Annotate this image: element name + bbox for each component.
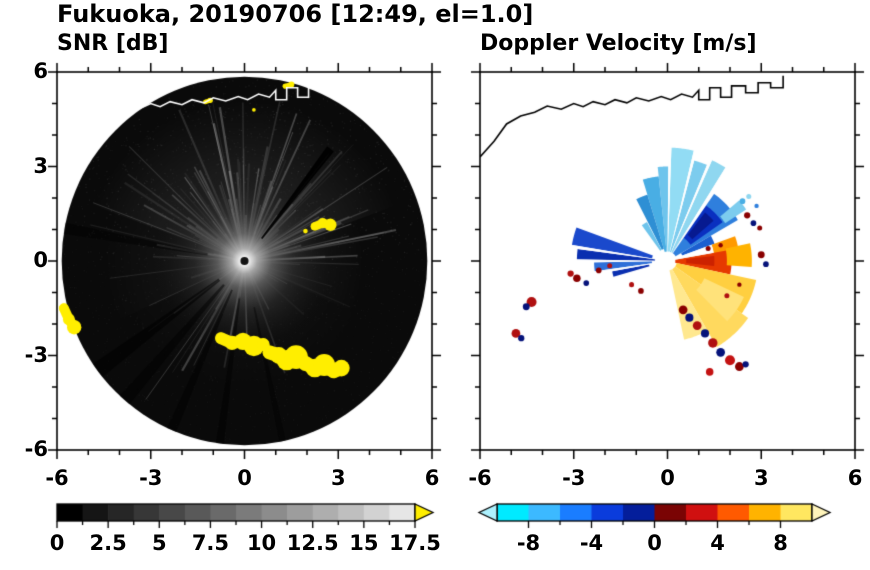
snr-colorbar-tick-label: 15: [349, 531, 379, 555]
snr-panel-title: SNR [dB]: [57, 31, 169, 56]
velocity-colorbar-tick-label: -8: [516, 531, 541, 555]
snr-x-tick-label: -6: [45, 466, 69, 490]
velocity-x-tick-label: 6: [847, 466, 863, 490]
snr-x-tick-label: -3: [139, 466, 163, 490]
snr-colorbar-tick-label: 12.5: [286, 531, 339, 555]
velocity-x-tick-label: 3: [753, 466, 769, 490]
velocity-x-tick-label: 0: [660, 466, 675, 490]
snr-colorbar-tick-label: 17.5: [389, 531, 441, 555]
snr-x-tick-label: 0: [237, 466, 252, 490]
snr-colorbar-tick-label: 7.5: [191, 531, 230, 555]
velocity-colorbar-tick-label: 0: [647, 531, 662, 555]
snr-colorbar-tick-label: 2.5: [89, 531, 127, 555]
snr-x-tick-label: 6: [424, 466, 440, 490]
velocity-x-tick-label: -6: [468, 466, 492, 490]
velocity-panel-title: Doppler Velocity [m/s]: [480, 31, 757, 56]
velocity-x-tick-label: -3: [562, 466, 586, 490]
velocity-colorbar-tick-label: -4: [579, 531, 604, 555]
snr-y-tick-label: 6: [33, 58, 48, 83]
snr-y-tick-label: -6: [24, 436, 48, 461]
velocity-colorbar-tick-label: 4: [710, 531, 725, 555]
snr-colorbar-tick-label: 0: [49, 531, 65, 555]
figure-title: Fukuoka, 20190706 [12:49, el=1.0]: [57, 0, 534, 28]
snr-y-tick-label: -3: [24, 342, 48, 367]
velocity-colorbar-tick-label: 8: [773, 531, 788, 555]
snr-colorbar-tick-label: 5: [151, 531, 167, 555]
snr-x-tick-label: 3: [330, 466, 346, 490]
snr-colorbar-tick-label: 10: [246, 531, 277, 555]
snr-y-tick-label: 3: [33, 153, 48, 178]
snr-y-tick-label: 0: [33, 247, 48, 272]
